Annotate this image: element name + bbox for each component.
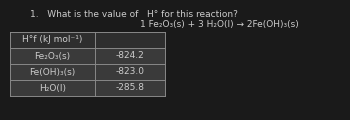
Text: -824.2: -824.2 xyxy=(116,51,144,60)
Text: Fe(OH)₃(s): Fe(OH)₃(s) xyxy=(29,67,76,77)
Text: H₂O(l): H₂O(l) xyxy=(39,84,66,93)
Text: 1.   What is the value of   H° for this reaction?: 1. What is the value of H° for this reac… xyxy=(30,10,238,19)
Text: -823.0: -823.0 xyxy=(116,67,145,77)
Bar xyxy=(10,32,165,96)
Text: Fe₂O₃(s): Fe₂O₃(s) xyxy=(34,51,71,60)
Text: 1 Fe₂O₃(s) + 3 H₂O(l) → 2Fe(OH)₃(s): 1 Fe₂O₃(s) + 3 H₂O(l) → 2Fe(OH)₃(s) xyxy=(140,20,299,29)
Bar xyxy=(10,32,165,48)
Text: H°f (kJ mol⁻¹): H°f (kJ mol⁻¹) xyxy=(22,36,83,45)
Text: -285.8: -285.8 xyxy=(116,84,145,93)
